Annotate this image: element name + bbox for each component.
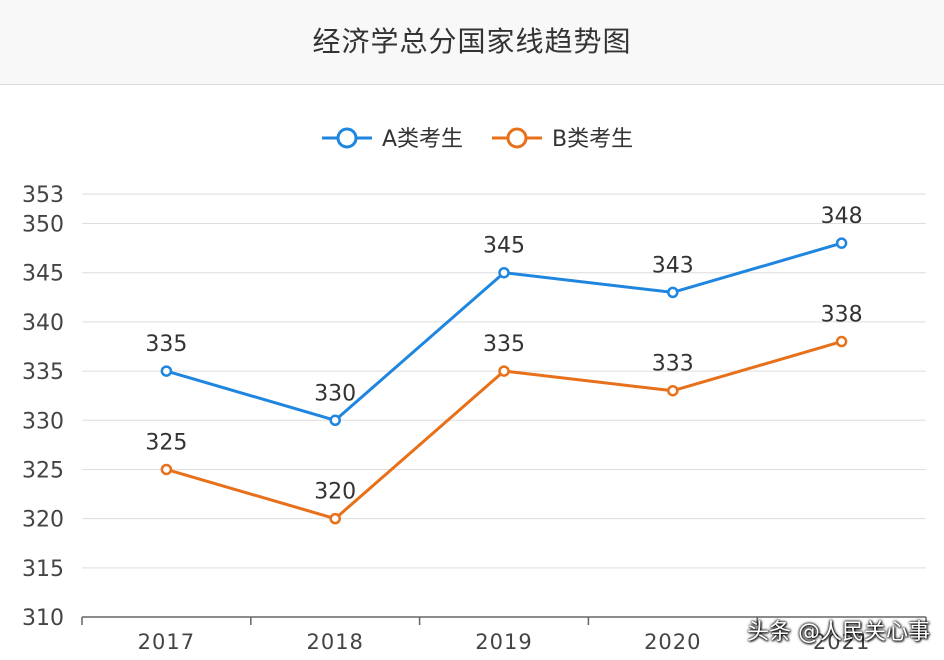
- title-band: [0, 0, 944, 85]
- x-tick-label: 2020: [644, 630, 701, 654]
- data-point: [329, 414, 341, 427]
- data-label: 330: [314, 381, 356, 406]
- data-point: [160, 365, 173, 377]
- x-axis: [81, 616, 927, 625]
- data-label: 320: [314, 480, 356, 505]
- data-label: 338: [821, 303, 863, 328]
- x-tick-label: 2019: [475, 630, 532, 654]
- data-label: 343: [652, 253, 694, 278]
- data-point: [835, 335, 848, 348]
- y-tick-label: 315: [22, 557, 64, 582]
- x-axis-tick-labels: 2017 2018 2019 2020 2021: [138, 630, 870, 654]
- data-point: [667, 286, 679, 299]
- data-label: 335: [145, 332, 187, 357]
- data-label: 348: [821, 204, 863, 229]
- data-point: [667, 384, 679, 397]
- y-tick-label: 345: [22, 262, 64, 287]
- data-label: 325: [145, 430, 187, 455]
- y-tick-label: 340: [22, 311, 64, 336]
- data-label: 333: [652, 352, 694, 377]
- y-tick-label: 325: [22, 458, 64, 483]
- series-group: 335 330 345 343 348 325 320 335 333 338: [145, 204, 863, 525]
- y-tick-label: 353: [22, 183, 64, 208]
- legend-marker: [336, 127, 358, 149]
- y-tick-label: 330: [22, 409, 64, 434]
- data-label: 345: [483, 234, 525, 259]
- legend-marker: [506, 127, 528, 149]
- y-axis-tick-labels: 310 315 320 325 330 335 340 345 350 353: [22, 183, 64, 631]
- y-tick-label: 350: [22, 213, 64, 238]
- y-tick-label: 310: [22, 606, 64, 631]
- data-point: [329, 512, 341, 525]
- data-point: [498, 266, 510, 279]
- y-tick-label: 335: [22, 360, 64, 385]
- x-tick-label: 2021: [813, 630, 870, 654]
- x-tick-label: 2017: [138, 630, 195, 654]
- data-point: [160, 463, 173, 476]
- data-point: [498, 365, 510, 377]
- legend-label: A类考生: [382, 127, 463, 152]
- watermark: 头条 @人民关心事: [747, 620, 930, 645]
- legend: A类考生 B类考生: [322, 127, 633, 152]
- y-tick-label: 320: [22, 508, 64, 533]
- legend-label: B类考生: [552, 127, 633, 152]
- data-point: [835, 237, 848, 249]
- data-label: 335: [483, 332, 525, 357]
- chart-title: 经济学总分国家线趋势图: [312, 25, 632, 58]
- x-tick-label: 2018: [306, 630, 363, 654]
